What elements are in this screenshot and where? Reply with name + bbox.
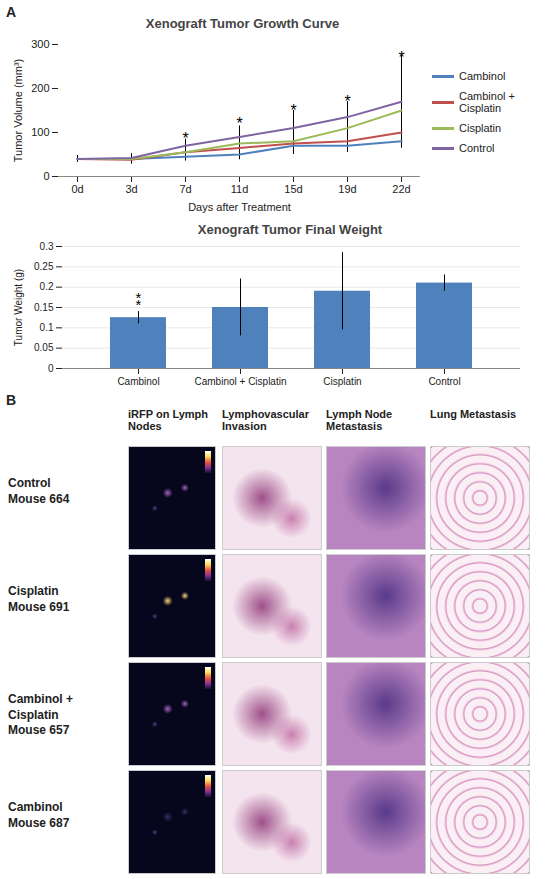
html-text:Control: Control: [459, 142, 495, 154]
svg-text:15d: 15d: [284, 183, 302, 195]
svg-text:0d: 0d: [71, 183, 83, 195]
svg-text:*: *: [398, 49, 404, 66]
svg-text:0: 0: [48, 363, 54, 374]
svg-text:Cambinol + Cisplatin: Cambinol + Cisplatin: [195, 376, 287, 387]
html-text:Lymph Node Metastasis: Lymph Node Metastasis: [326, 408, 393, 432]
svg-text:200: 200: [31, 82, 49, 94]
svg-text:22d: 22d: [392, 183, 410, 195]
svg-text:0.05: 0.05: [34, 342, 54, 353]
html-text:Cisplatin: Cisplatin: [459, 122, 502, 134]
html-text:Lung Metastasis: Lung Metastasis: [430, 408, 517, 420]
svg-text:7d: 7d: [179, 183, 191, 195]
svg-text:0.1: 0.1: [40, 322, 54, 333]
svg-text:Cisplatin: Cisplatin: [323, 376, 361, 387]
html-text:Cambinol + Cisplatin: Cambinol + Cisplatin: [8, 692, 73, 722]
svg-text:*: *: [290, 102, 296, 119]
html-text:Mouse 657: Mouse 657: [8, 723, 70, 738]
svg-text:0.3: 0.3: [40, 241, 54, 252]
html-text:Cisplatin: Cisplatin: [8, 584, 59, 598]
html-text:iRFP on Lymph Nodes: iRFP on Lymph Nodes: [128, 408, 209, 432]
html-text:Mouse 691: Mouse 691: [8, 599, 70, 614]
svg-text:100: 100: [31, 126, 49, 138]
svg-text:Days after Treatment: Days after Treatment: [188, 201, 291, 213]
html-text:A: A: [6, 4, 17, 20]
html-text:B: B: [6, 392, 17, 408]
svg-text:*: *: [344, 93, 350, 110]
svg-text:3d: 3d: [125, 183, 137, 195]
svg-text:Cambinol: Cambinol: [117, 376, 159, 387]
html-text:Cambinol: Cambinol: [459, 70, 506, 82]
svg-text:0.25: 0.25: [34, 261, 54, 272]
svg-text:0.15: 0.15: [34, 302, 54, 313]
svg-text:*: *: [236, 115, 242, 132]
svg-text:Tumor Volume (mm³): Tumor Volume (mm³): [12, 59, 24, 163]
svg-text:*: *: [136, 289, 142, 306]
svg-text:11d: 11d: [231, 183, 249, 195]
html-text:Control: Control: [8, 476, 51, 490]
html-text:Cambinol + Cisplatin: Cambinol + Cisplatin: [459, 90, 515, 114]
html-text:Mouse 664: Mouse 664: [8, 491, 70, 506]
html-text:Mouse 687: Mouse 687: [8, 815, 70, 830]
svg-text:19d: 19d: [338, 183, 356, 195]
html-text:Cambinol: Cambinol: [8, 800, 63, 814]
svg-text:*: *: [182, 130, 188, 147]
svg-text:0: 0: [43, 170, 49, 182]
svg-text:Tumor Weight (g): Tumor Weight (g): [13, 269, 24, 346]
html-text:Lymphovascular Invasion: Lymphovascular Invasion: [222, 408, 309, 432]
svg-text:300: 300: [31, 38, 49, 50]
svg-text:0.2: 0.2: [40, 281, 54, 292]
svg-text:Control: Control: [428, 376, 460, 387]
html-text:Xenograft Tumor Growth Curve: Xenograft Tumor Growth Curve: [145, 16, 340, 31]
html-text:Xenograft Tumor Final Weight: Xenograft Tumor Final Weight: [197, 222, 383, 237]
